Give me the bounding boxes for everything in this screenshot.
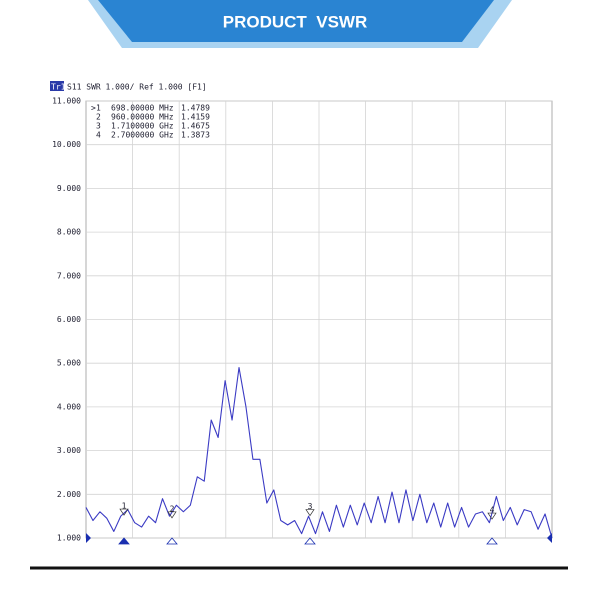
stop-arrow <box>547 533 552 543</box>
y-tick-label: 9.000 <box>57 184 81 193</box>
trace-tag: Tr1 <box>51 83 66 92</box>
start-arrow <box>86 533 91 543</box>
marker-id: 3 <box>96 122 101 131</box>
active-mark: > <box>91 104 96 113</box>
marker-triangle <box>487 512 497 520</box>
marker-frequency: 698.00000 MHz <box>111 104 174 113</box>
marker-frequency: 960.00000 MHz <box>111 113 174 122</box>
marker-swr: 1.3873 <box>181 131 210 140</box>
marker-frequency: 1.7100000 GHz <box>111 122 174 131</box>
subtitle: S11 SWR 1.000/ Ref 1.000 [F1] <box>67 83 207 92</box>
marker-id: 2 <box>96 113 101 122</box>
marker-foot <box>486 537 498 545</box>
marker-label: 3 <box>308 502 313 511</box>
y-tick-label: 1.000 <box>57 534 81 543</box>
marker-foot <box>166 537 178 545</box>
marker-id: 1 <box>96 104 101 113</box>
marker-frequency: 2.7000000 GHz <box>111 131 174 140</box>
marker-triangle <box>305 509 315 517</box>
page-title: PRODUCT VSWR <box>223 12 368 31</box>
marker-foot <box>304 537 316 545</box>
y-tick-label: 4.000 <box>57 402 81 411</box>
trace-tag-box <box>50 81 64 91</box>
y-tick-label: 3.000 <box>57 446 81 455</box>
marker-label: 1 <box>122 502 127 511</box>
y-tick-label: 6.000 <box>57 315 81 324</box>
y-tick-label: 2.000 <box>57 490 81 499</box>
marker-label: 2 <box>170 504 175 513</box>
banner <box>98 0 494 42</box>
y-tick-label: 7.000 <box>57 271 81 280</box>
marker-triangle <box>119 508 129 516</box>
marker-triangle <box>167 511 177 519</box>
marker-swr: 1.4789 <box>181 104 210 113</box>
y-tick-label: 10.000 <box>52 140 81 149</box>
y-tick-label: 11.000 <box>52 97 81 106</box>
trace-line <box>85 367 553 539</box>
marker-swr: 1.4675 <box>181 122 210 131</box>
marker-foot <box>118 537 130 545</box>
y-tick-label: 8.000 <box>57 228 81 237</box>
marker-swr: 1.4159 <box>181 113 210 122</box>
y-tick-label: 5.000 <box>57 359 81 368</box>
marker-id: 4 <box>96 131 101 140</box>
marker-label: 4 <box>490 506 495 515</box>
